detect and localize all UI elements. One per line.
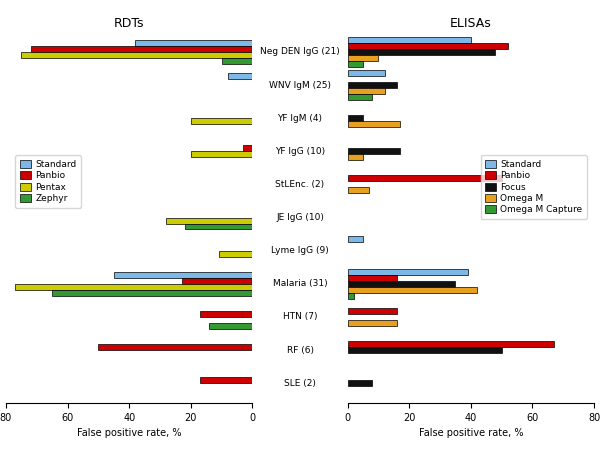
Bar — [347, 293, 354, 299]
Text: HTN (7): HTN (7) — [283, 312, 317, 322]
Bar — [347, 380, 372, 386]
X-axis label: False positive rate, %: False positive rate, % — [77, 428, 181, 438]
Bar — [182, 278, 253, 284]
Bar — [347, 154, 363, 160]
Text: Lyme IgG (9): Lyme IgG (9) — [271, 246, 329, 255]
Bar — [347, 88, 385, 94]
Bar — [347, 287, 477, 293]
Bar — [347, 82, 397, 88]
Bar — [347, 236, 363, 242]
Text: SLE (2): SLE (2) — [284, 379, 316, 387]
Bar — [347, 347, 502, 353]
Bar — [200, 377, 253, 383]
Bar — [347, 320, 397, 326]
Bar — [347, 275, 397, 281]
Bar — [15, 284, 253, 290]
Bar — [136, 40, 253, 46]
Text: Neg DEN IgG (21): Neg DEN IgG (21) — [260, 48, 340, 56]
Title: ELISAs: ELISAs — [450, 16, 491, 29]
Bar — [114, 272, 253, 278]
Text: YF IgM (4): YF IgM (4) — [278, 114, 323, 123]
Bar — [218, 251, 253, 256]
Bar — [22, 52, 253, 58]
Title: RDTs: RDTs — [114, 16, 145, 29]
Bar — [347, 175, 502, 181]
Bar — [347, 341, 554, 347]
Bar — [347, 37, 471, 43]
Bar — [209, 323, 253, 329]
X-axis label: False positive rate, %: False positive rate, % — [419, 428, 523, 438]
Bar — [347, 187, 369, 193]
Bar — [347, 269, 468, 275]
Legend: Standard, Panbio, Focus, Omega M, Omega M Capture: Standard, Panbio, Focus, Omega M, Omega … — [481, 155, 587, 219]
Bar — [221, 58, 253, 64]
Bar — [243, 145, 253, 151]
Bar — [347, 281, 455, 287]
Bar — [185, 224, 253, 229]
Bar — [347, 148, 400, 154]
Bar — [191, 118, 253, 124]
Text: WNV IgM (25): WNV IgM (25) — [269, 81, 331, 90]
Bar — [52, 290, 253, 296]
Text: StLEnc. (2): StLEnc. (2) — [275, 180, 325, 189]
Bar — [347, 55, 379, 61]
Bar — [166, 218, 253, 224]
Text: JE IgG (10): JE IgG (10) — [276, 213, 324, 222]
Text: RF (6): RF (6) — [287, 345, 314, 354]
Text: Malaria (31): Malaria (31) — [272, 279, 328, 288]
Bar — [347, 43, 508, 49]
Bar — [191, 151, 253, 157]
Bar — [347, 94, 372, 100]
Bar — [200, 311, 253, 317]
Legend: Standard, Panbio, Pentax, Zephyr: Standard, Panbio, Pentax, Zephyr — [16, 155, 81, 207]
Bar — [347, 121, 400, 127]
Text: YF IgG (10): YF IgG (10) — [275, 147, 325, 156]
Bar — [347, 49, 496, 55]
Bar — [31, 46, 253, 52]
Bar — [347, 61, 363, 67]
Bar — [98, 344, 253, 350]
Bar — [228, 73, 253, 79]
Bar — [347, 70, 385, 76]
Bar — [347, 308, 397, 314]
Bar — [347, 115, 363, 121]
